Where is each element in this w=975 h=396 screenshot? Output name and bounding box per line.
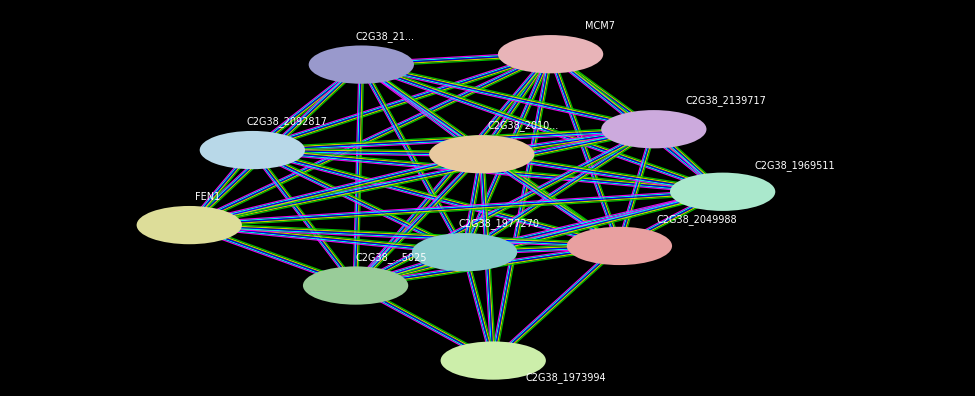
Circle shape <box>429 135 534 173</box>
Text: C2G38_2010...: C2G38_2010... <box>488 120 559 131</box>
Text: C2G38_2092817: C2G38_2092817 <box>247 116 328 127</box>
Text: C2G38_2049988: C2G38_2049988 <box>656 214 737 225</box>
Text: C2G38_1973994: C2G38_1973994 <box>526 373 606 383</box>
Circle shape <box>498 35 604 73</box>
Circle shape <box>136 206 242 244</box>
Circle shape <box>411 233 517 271</box>
Text: FEN1: FEN1 <box>195 192 220 202</box>
Circle shape <box>602 110 707 148</box>
Text: C2G38_...5025: C2G38_...5025 <box>356 252 427 263</box>
Circle shape <box>200 131 305 169</box>
Text: C2G38_21...: C2G38_21... <box>356 31 414 42</box>
Text: C2G38_2139717: C2G38_2139717 <box>686 95 766 106</box>
Circle shape <box>670 173 775 211</box>
Circle shape <box>303 267 409 305</box>
Circle shape <box>566 227 672 265</box>
Text: MCM7: MCM7 <box>585 21 615 31</box>
Text: C2G38_1969511: C2G38_1969511 <box>755 160 836 171</box>
Text: C2G38_1977270: C2G38_1977270 <box>459 218 540 229</box>
Circle shape <box>309 46 414 84</box>
Circle shape <box>441 341 546 380</box>
